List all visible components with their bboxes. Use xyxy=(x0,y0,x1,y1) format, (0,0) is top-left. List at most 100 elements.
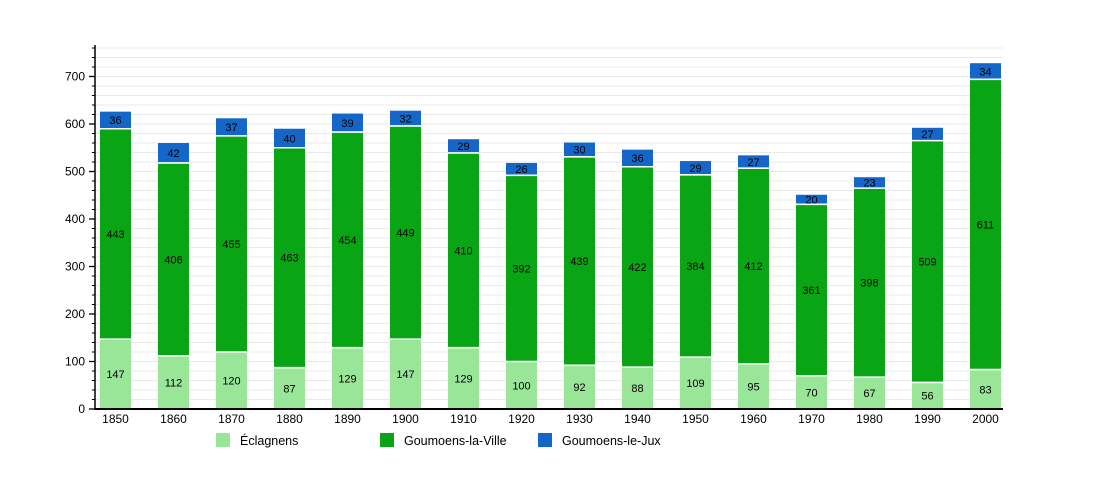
bar-segment-goumoens-la-ville-1850 xyxy=(100,128,131,340)
bar-segment-eclagnens-1930 xyxy=(564,365,595,409)
x-axis-label-1860: 1860 xyxy=(160,412,187,426)
y-axis-label-200: 200 xyxy=(65,307,85,321)
x-axis-label-1950: 1950 xyxy=(682,412,709,426)
bar-segment-goumoens-le-jux-1950 xyxy=(680,161,711,175)
value-label-eclagnens-2000: 83 xyxy=(979,384,991,396)
value-label-goumoens-le-jux-1960: 27 xyxy=(747,157,759,169)
legend-label-goumoens-le-jux: Goumoens-le-Jux xyxy=(562,434,661,448)
value-label-goumoens-le-jux-1890: 39 xyxy=(341,118,353,130)
legend-swatch-goumoens-la-ville xyxy=(380,433,394,447)
x-axis-label-1890: 1890 xyxy=(334,412,361,426)
value-label-goumoens-le-jux-1930: 30 xyxy=(573,145,585,157)
bar-segment-goumoens-le-jux-1850 xyxy=(100,111,131,129)
value-label-goumoens-la-ville-1880: 463 xyxy=(280,253,298,265)
value-label-eclagnens-1960: 95 xyxy=(747,381,759,393)
bar-segment-goumoens-le-jux-1960 xyxy=(738,155,769,169)
value-label-goumoens-le-jux-2000: 34 xyxy=(979,66,991,78)
value-label-goumoens-la-ville-1850: 443 xyxy=(106,229,124,241)
value-label-eclagnens-1850: 147 xyxy=(106,369,124,381)
value-label-goumoens-le-jux-1940: 36 xyxy=(631,153,643,165)
y-axis-label-100: 100 xyxy=(65,355,85,369)
legend-swatch-eclagnens xyxy=(216,433,230,447)
x-axis-label-1850: 1850 xyxy=(102,412,129,426)
bar-segment-goumoens-la-ville-1920 xyxy=(506,175,537,362)
bar-segment-goumoens-le-jux-1890 xyxy=(332,113,363,133)
bar-segment-goumoens-la-ville-1880 xyxy=(274,147,305,368)
x-axis-label-1930: 1930 xyxy=(566,412,593,426)
bar-segment-goumoens-la-ville-1970 xyxy=(796,204,827,376)
x-axis-label-1980: 1980 xyxy=(856,412,883,426)
bar-segment-goumoens-le-jux-1900 xyxy=(390,110,421,126)
bar-segment-eclagnens-1900 xyxy=(390,339,421,409)
x-axis-label-1940: 1940 xyxy=(624,412,651,426)
value-label-goumoens-la-ville-1860: 406 xyxy=(164,254,182,266)
value-label-eclagnens-1950: 109 xyxy=(686,378,704,390)
value-label-goumoens-la-ville-1950: 384 xyxy=(686,261,704,273)
bar-segment-goumoens-la-ville-1890 xyxy=(332,132,363,348)
bar-segment-goumoens-le-jux-1870 xyxy=(216,118,247,136)
bar-segment-eclagnens-2000 xyxy=(970,369,1001,409)
bar-segment-goumoens-le-jux-2000 xyxy=(970,63,1001,80)
x-axis-label-1960: 1960 xyxy=(740,412,767,426)
value-label-goumoens-la-ville-1920: 392 xyxy=(512,263,530,275)
x-axis-label-1990: 1990 xyxy=(914,412,941,426)
bar-segment-eclagnens-1920 xyxy=(506,361,537,409)
bar-segment-goumoens-la-ville-2000 xyxy=(970,79,1001,370)
x-axis-label-1970: 1970 xyxy=(798,412,825,426)
value-label-goumoens-le-jux-1980: 23 xyxy=(863,178,875,190)
bar-segment-goumoens-le-jux-1980 xyxy=(854,177,885,189)
value-label-eclagnens-1970: 70 xyxy=(805,387,817,399)
bar-segment-eclagnens-1890 xyxy=(332,347,363,409)
bar-segment-eclagnens-1850 xyxy=(100,339,131,409)
y-axis-label-300: 300 xyxy=(65,260,85,274)
bar-segment-goumoens-le-jux-1860 xyxy=(158,143,189,163)
bar-segment-eclagnens-1950 xyxy=(680,357,711,409)
value-label-goumoens-le-jux-1910: 29 xyxy=(457,141,469,153)
y-axis-label-600: 600 xyxy=(65,117,85,131)
x-axis-label-1920: 1920 xyxy=(508,412,535,426)
value-label-goumoens-le-jux-1880: 40 xyxy=(283,133,295,145)
bar-segment-goumoens-la-ville-1930 xyxy=(564,156,595,366)
bar-segment-goumoens-le-jux-1970 xyxy=(796,194,827,205)
value-label-goumoens-le-jux-1970: 20 xyxy=(805,195,817,207)
value-label-goumoens-la-ville-1990: 509 xyxy=(918,257,936,269)
value-label-goumoens-la-ville-1980: 398 xyxy=(860,278,878,290)
value-label-eclagnens-1910: 129 xyxy=(454,373,472,385)
y-axis-label-700: 700 xyxy=(65,70,85,84)
bar-segment-goumoens-la-ville-1910 xyxy=(448,152,479,348)
bar-segment-eclagnens-1860 xyxy=(158,355,189,409)
value-label-eclagnens-1860: 112 xyxy=(165,377,183,389)
bar-segment-goumoens-la-ville-1990 xyxy=(912,140,943,383)
bar-segment-goumoens-le-jux-1990 xyxy=(912,127,943,141)
value-label-goumoens-le-jux-1870: 37 xyxy=(225,122,237,134)
value-label-goumoens-la-ville-1870: 455 xyxy=(222,239,240,251)
bar-segment-eclagnens-1880 xyxy=(274,367,305,409)
legend-label-eclagnens: Éclagnens xyxy=(240,433,298,448)
value-label-eclagnens-1980: 67 xyxy=(863,388,875,400)
bar-segment-eclagnens-1910 xyxy=(448,347,479,409)
bar-segment-goumoens-la-ville-1900 xyxy=(390,125,421,340)
bar-segment-goumoens-le-jux-1940 xyxy=(622,149,653,167)
value-label-goumoens-le-jux-1860: 42 xyxy=(167,148,179,160)
x-axis-label-2000: 2000 xyxy=(972,412,999,426)
bar-segment-goumoens-le-jux-1920 xyxy=(506,162,537,176)
value-label-eclagnens-1920: 100 xyxy=(512,380,530,392)
x-axis-label-1900: 1900 xyxy=(392,412,419,426)
bar-segment-eclagnens-1990 xyxy=(912,382,943,409)
value-label-goumoens-le-jux-1900: 32 xyxy=(399,113,411,125)
bar-segment-goumoens-le-jux-1910 xyxy=(448,139,479,153)
bar-segment-eclagnens-1870 xyxy=(216,352,247,409)
bar-segment-goumoens-la-ville-1860 xyxy=(158,162,189,356)
legend-swatch-goumoens-le-jux xyxy=(538,433,552,447)
value-label-goumoens-la-ville-1890: 454 xyxy=(338,235,356,247)
y-axis-label-0: 0 xyxy=(78,402,85,416)
value-label-goumoens-la-ville-1910: 410 xyxy=(454,245,472,257)
bar-segment-goumoens-la-ville-1870 xyxy=(216,135,247,352)
bar-segment-goumoens-le-jux-1930 xyxy=(564,142,595,157)
value-label-goumoens-le-jux-1920: 26 xyxy=(515,164,527,176)
bar-segment-eclagnens-1980 xyxy=(854,377,885,409)
value-label-goumoens-le-jux-1950: 29 xyxy=(689,163,701,175)
value-label-goumoens-le-jux-1990: 27 xyxy=(921,129,933,141)
